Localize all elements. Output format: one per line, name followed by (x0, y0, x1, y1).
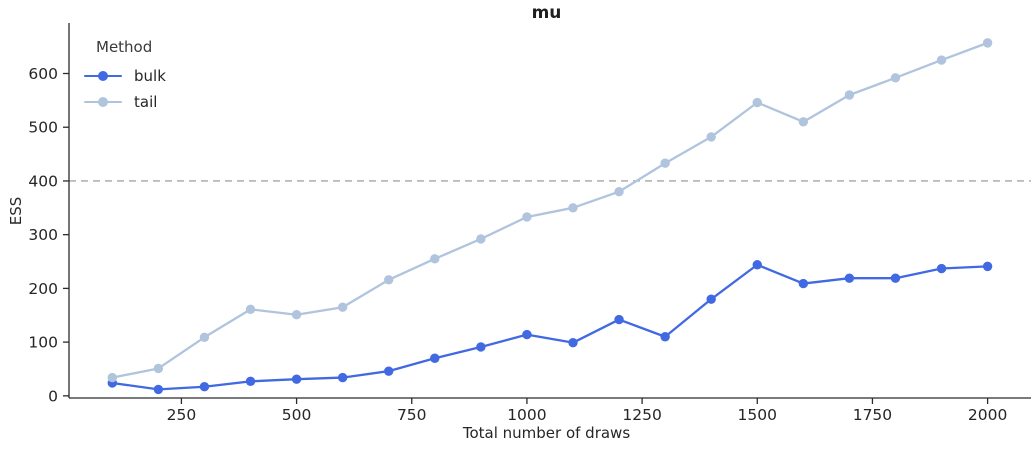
tail-marker (982, 38, 993, 48)
tail-marker (430, 254, 440, 264)
bulk-marker (798, 278, 809, 289)
tail-marker (614, 186, 624, 197)
x-axis-label: Total number of draws (462, 424, 631, 442)
tail-marker (476, 234, 486, 244)
tail-marker (706, 132, 716, 142)
bulk-marker (936, 263, 947, 274)
y-tick-label: 600 (28, 65, 58, 83)
y-tick-label: 500 (28, 119, 58, 137)
y-tick-label: 0 (48, 387, 58, 405)
tail-marker (890, 73, 901, 83)
y-tick-label: 200 (28, 280, 58, 298)
legend-item-bulk: bulk (84, 63, 166, 89)
tail-line-marker-icon (84, 97, 122, 107)
tail-marker (844, 90, 855, 100)
bulk-marker (199, 382, 210, 392)
bulk-marker (752, 260, 762, 270)
legend-title: Method (96, 38, 153, 56)
legend-item-tail: tail (84, 89, 166, 115)
x-tick-label: 250 (167, 406, 197, 424)
tail-marker (798, 117, 809, 127)
tail-marker (337, 302, 348, 312)
x-tick-label: 750 (397, 406, 427, 424)
bulk-line (112, 263, 988, 391)
bulk-marker (337, 372, 348, 383)
x-tick-label: 500 (282, 406, 312, 424)
bulk-marker (291, 374, 302, 384)
y-tick-label: 300 (28, 226, 58, 244)
bulk-marker (660, 332, 670, 342)
y-axis-label: ESS (7, 196, 25, 226)
bulk-marker (706, 294, 716, 304)
legend-item-label: bulk (134, 67, 166, 85)
tail-marker (660, 158, 670, 168)
bulk-marker (522, 329, 532, 340)
chart-title: mu (531, 3, 562, 23)
bulk-marker (844, 273, 855, 283)
bulk-marker (476, 342, 486, 352)
x-tick-label: 1500 (738, 406, 777, 424)
tail-marker (199, 332, 210, 342)
tail-marker (153, 363, 164, 374)
x-tick-label: 1250 (622, 406, 661, 424)
x-tick-label: 1750 (853, 406, 892, 424)
y-tick-label: 100 (28, 334, 58, 352)
tail-marker (245, 304, 256, 315)
tail-line (112, 41, 989, 379)
tail-marker (107, 372, 118, 383)
bulk-marker (384, 366, 394, 376)
bulk-marker (890, 273, 901, 283)
tail-marker (522, 212, 532, 222)
bulk-marker (430, 353, 440, 363)
tail-marker (936, 55, 947, 65)
bulk-marker (153, 384, 164, 395)
legend: Method bulk tail (84, 38, 166, 115)
bulk-marker (614, 314, 624, 325)
bulk-marker (245, 376, 256, 387)
x-tick-label: 1000 (507, 406, 546, 424)
tail-marker (568, 203, 578, 213)
tail-marker (384, 275, 394, 285)
bulk-marker (568, 337, 578, 348)
tail-marker (752, 97, 762, 108)
y-tick-label: 400 (28, 172, 58, 190)
bulk-line-marker-icon (84, 71, 122, 81)
tail-marker (291, 310, 302, 320)
x-tick-label: 2000 (968, 406, 1007, 424)
legend-item-label: tail (134, 93, 158, 111)
bulk-marker (982, 261, 993, 272)
